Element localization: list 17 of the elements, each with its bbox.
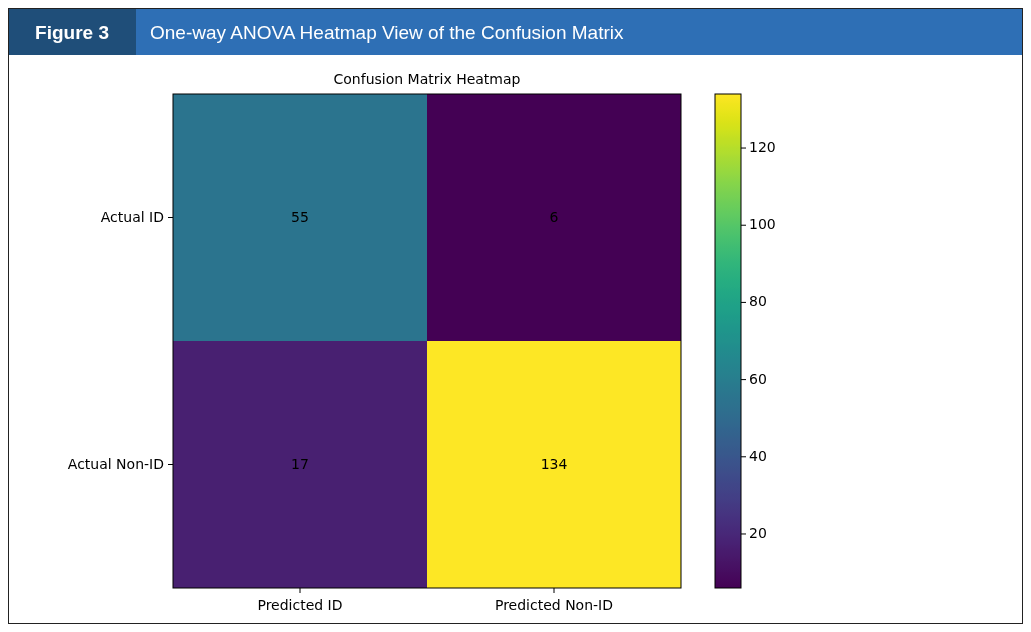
- color-bar-label: 80: [749, 293, 767, 310]
- color-bar-label: 40: [749, 447, 767, 464]
- caption: Figure 3: [35, 22, 109, 43]
- y-tick-label: Actual Non-ID: [67, 455, 164, 472]
- x-tick-label: Predicted ID: [257, 597, 343, 613]
- color-bar-label: 100: [749, 216, 776, 233]
- data-label: 55: [291, 208, 309, 225]
- data-label: 134: [540, 455, 568, 472]
- data-label: 6: [549, 208, 559, 225]
- chart-subtitle: Confusion Matrix Heatmap: [333, 71, 521, 87]
- color-bar-label: 20: [749, 524, 767, 541]
- color-bar-label: 60: [749, 370, 767, 387]
- x-tick-label: Predicted Non-ID: [494, 597, 614, 613]
- data-label: 17: [291, 455, 309, 472]
- color-bar-label: 120: [749, 139, 776, 156]
- chart-title: One-way ANOVA Heatmap View of the Confusion Matrix: [150, 22, 624, 43]
- y-tick-label: Actual ID: [100, 208, 164, 225]
